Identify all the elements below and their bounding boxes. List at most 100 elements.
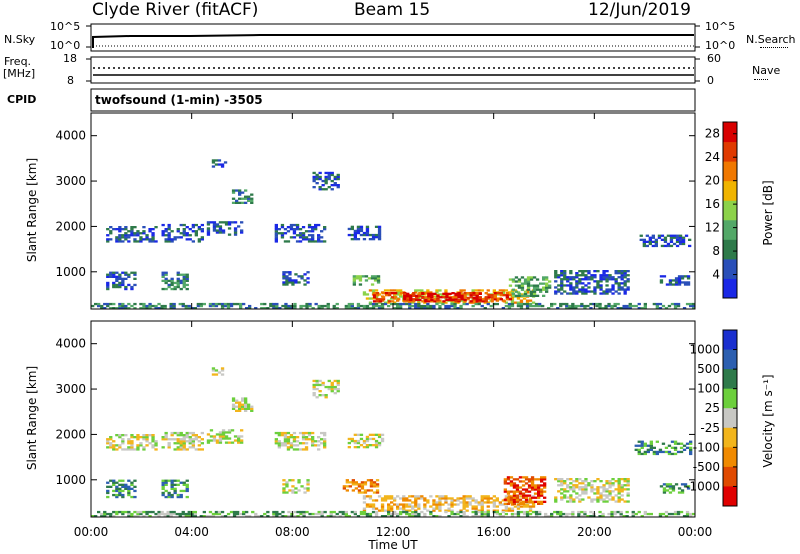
velocity-cell bbox=[596, 478, 600, 481]
power-colorbar-label: Power [dB] bbox=[761, 180, 775, 245]
velocity-cell bbox=[610, 510, 614, 514]
power-cell bbox=[554, 280, 558, 283]
power-cell bbox=[377, 229, 382, 233]
velocity-cell bbox=[286, 448, 291, 451]
power-cell bbox=[411, 304, 415, 308]
power-cell bbox=[151, 240, 155, 243]
power-cell bbox=[100, 307, 104, 310]
velocity-cell bbox=[317, 512, 321, 516]
power-cell bbox=[510, 304, 515, 308]
power-cell bbox=[139, 232, 143, 235]
power-cell bbox=[356, 231, 361, 235]
power-cell bbox=[211, 161, 216, 164]
power-cell bbox=[277, 228, 281, 231]
velocity-cell bbox=[193, 510, 197, 514]
velocity-cell bbox=[611, 484, 615, 487]
velocity-cell bbox=[530, 478, 535, 481]
velocity-cell bbox=[127, 489, 131, 493]
power-cell bbox=[608, 278, 612, 281]
power-cell bbox=[596, 280, 600, 283]
power-cell bbox=[516, 291, 521, 294]
power-cell bbox=[396, 299, 400, 302]
velocity-cell bbox=[510, 515, 515, 518]
velocity-cell bbox=[380, 439, 385, 443]
power-cell bbox=[124, 238, 128, 241]
velocity-cell bbox=[321, 383, 325, 387]
velocity-cell bbox=[351, 483, 355, 486]
velocity-cell bbox=[492, 495, 496, 498]
date-label: 12/Jun/2019 bbox=[588, 0, 691, 20]
velocity-cell bbox=[509, 498, 514, 501]
velocity-cell bbox=[121, 489, 125, 493]
power-cell bbox=[352, 283, 356, 286]
velocity-cell bbox=[330, 390, 334, 393]
power-cell bbox=[193, 307, 197, 310]
velocity-cell bbox=[566, 478, 570, 481]
velocity-cell bbox=[338, 515, 342, 518]
velocity-cell bbox=[680, 489, 685, 492]
power-cell bbox=[355, 275, 360, 278]
velocity-cell bbox=[224, 441, 229, 444]
velocity-cell bbox=[649, 446, 653, 449]
velocity-cell bbox=[640, 440, 644, 443]
power-cell bbox=[393, 293, 397, 296]
power-cell bbox=[312, 171, 316, 175]
velocity-cell bbox=[311, 440, 315, 443]
velocity-cell bbox=[230, 441, 235, 444]
velocity-cell bbox=[530, 486, 535, 489]
power-cell bbox=[414, 291, 418, 294]
velocity-cell bbox=[417, 497, 421, 500]
power-cell bbox=[548, 286, 552, 289]
power-cell bbox=[371, 304, 376, 308]
power-cell bbox=[686, 277, 691, 280]
velocity-cell bbox=[211, 369, 216, 372]
velocity-cell bbox=[368, 497, 373, 500]
power-cell bbox=[532, 276, 537, 279]
power-cell bbox=[112, 285, 116, 289]
velocity-cell bbox=[333, 379, 337, 383]
power-cell bbox=[161, 232, 165, 235]
velocity-cell bbox=[393, 512, 397, 516]
power-cell bbox=[675, 240, 680, 243]
velocity-cell bbox=[347, 446, 351, 449]
power-cell bbox=[535, 294, 540, 297]
velocity-cell bbox=[359, 510, 364, 514]
velocity-cell bbox=[133, 448, 137, 451]
power-cell bbox=[167, 236, 171, 239]
power-cell bbox=[445, 298, 449, 302]
power-cell bbox=[350, 233, 354, 237]
velocity-cell bbox=[220, 510, 225, 514]
power-cell bbox=[587, 276, 591, 279]
power-cell bbox=[589, 302, 593, 306]
velocity-cell bbox=[161, 493, 165, 497]
power-cell bbox=[220, 304, 225, 308]
velocity-cell bbox=[366, 489, 371, 492]
power-cell bbox=[332, 304, 336, 308]
velocity-cell bbox=[661, 450, 666, 454]
power-cell bbox=[532, 294, 537, 297]
power-cell bbox=[584, 292, 588, 295]
velocity-cell bbox=[136, 436, 140, 439]
power-cell bbox=[121, 236, 125, 239]
power-cell bbox=[660, 244, 665, 248]
velocity-cell bbox=[492, 501, 496, 504]
power-cell bbox=[282, 273, 286, 276]
power-cell bbox=[191, 240, 195, 243]
velocity-cell bbox=[191, 440, 195, 443]
power-cell bbox=[451, 296, 455, 299]
velocity-cell bbox=[173, 489, 177, 493]
velocity-cell bbox=[97, 510, 101, 514]
velocity-cell bbox=[121, 495, 125, 499]
power-cell bbox=[154, 304, 158, 308]
velocity-cell bbox=[598, 510, 602, 514]
velocity-cell bbox=[295, 440, 300, 443]
velocity-colorbar-swatch bbox=[723, 466, 737, 487]
power-cell bbox=[275, 304, 279, 308]
velocity-cell bbox=[179, 481, 183, 484]
velocity-cell bbox=[181, 512, 185, 516]
power-cell bbox=[317, 236, 321, 239]
power-cell bbox=[212, 221, 217, 224]
power-cell bbox=[463, 296, 467, 299]
power-cell bbox=[427, 296, 431, 299]
power-cell bbox=[529, 290, 534, 293]
